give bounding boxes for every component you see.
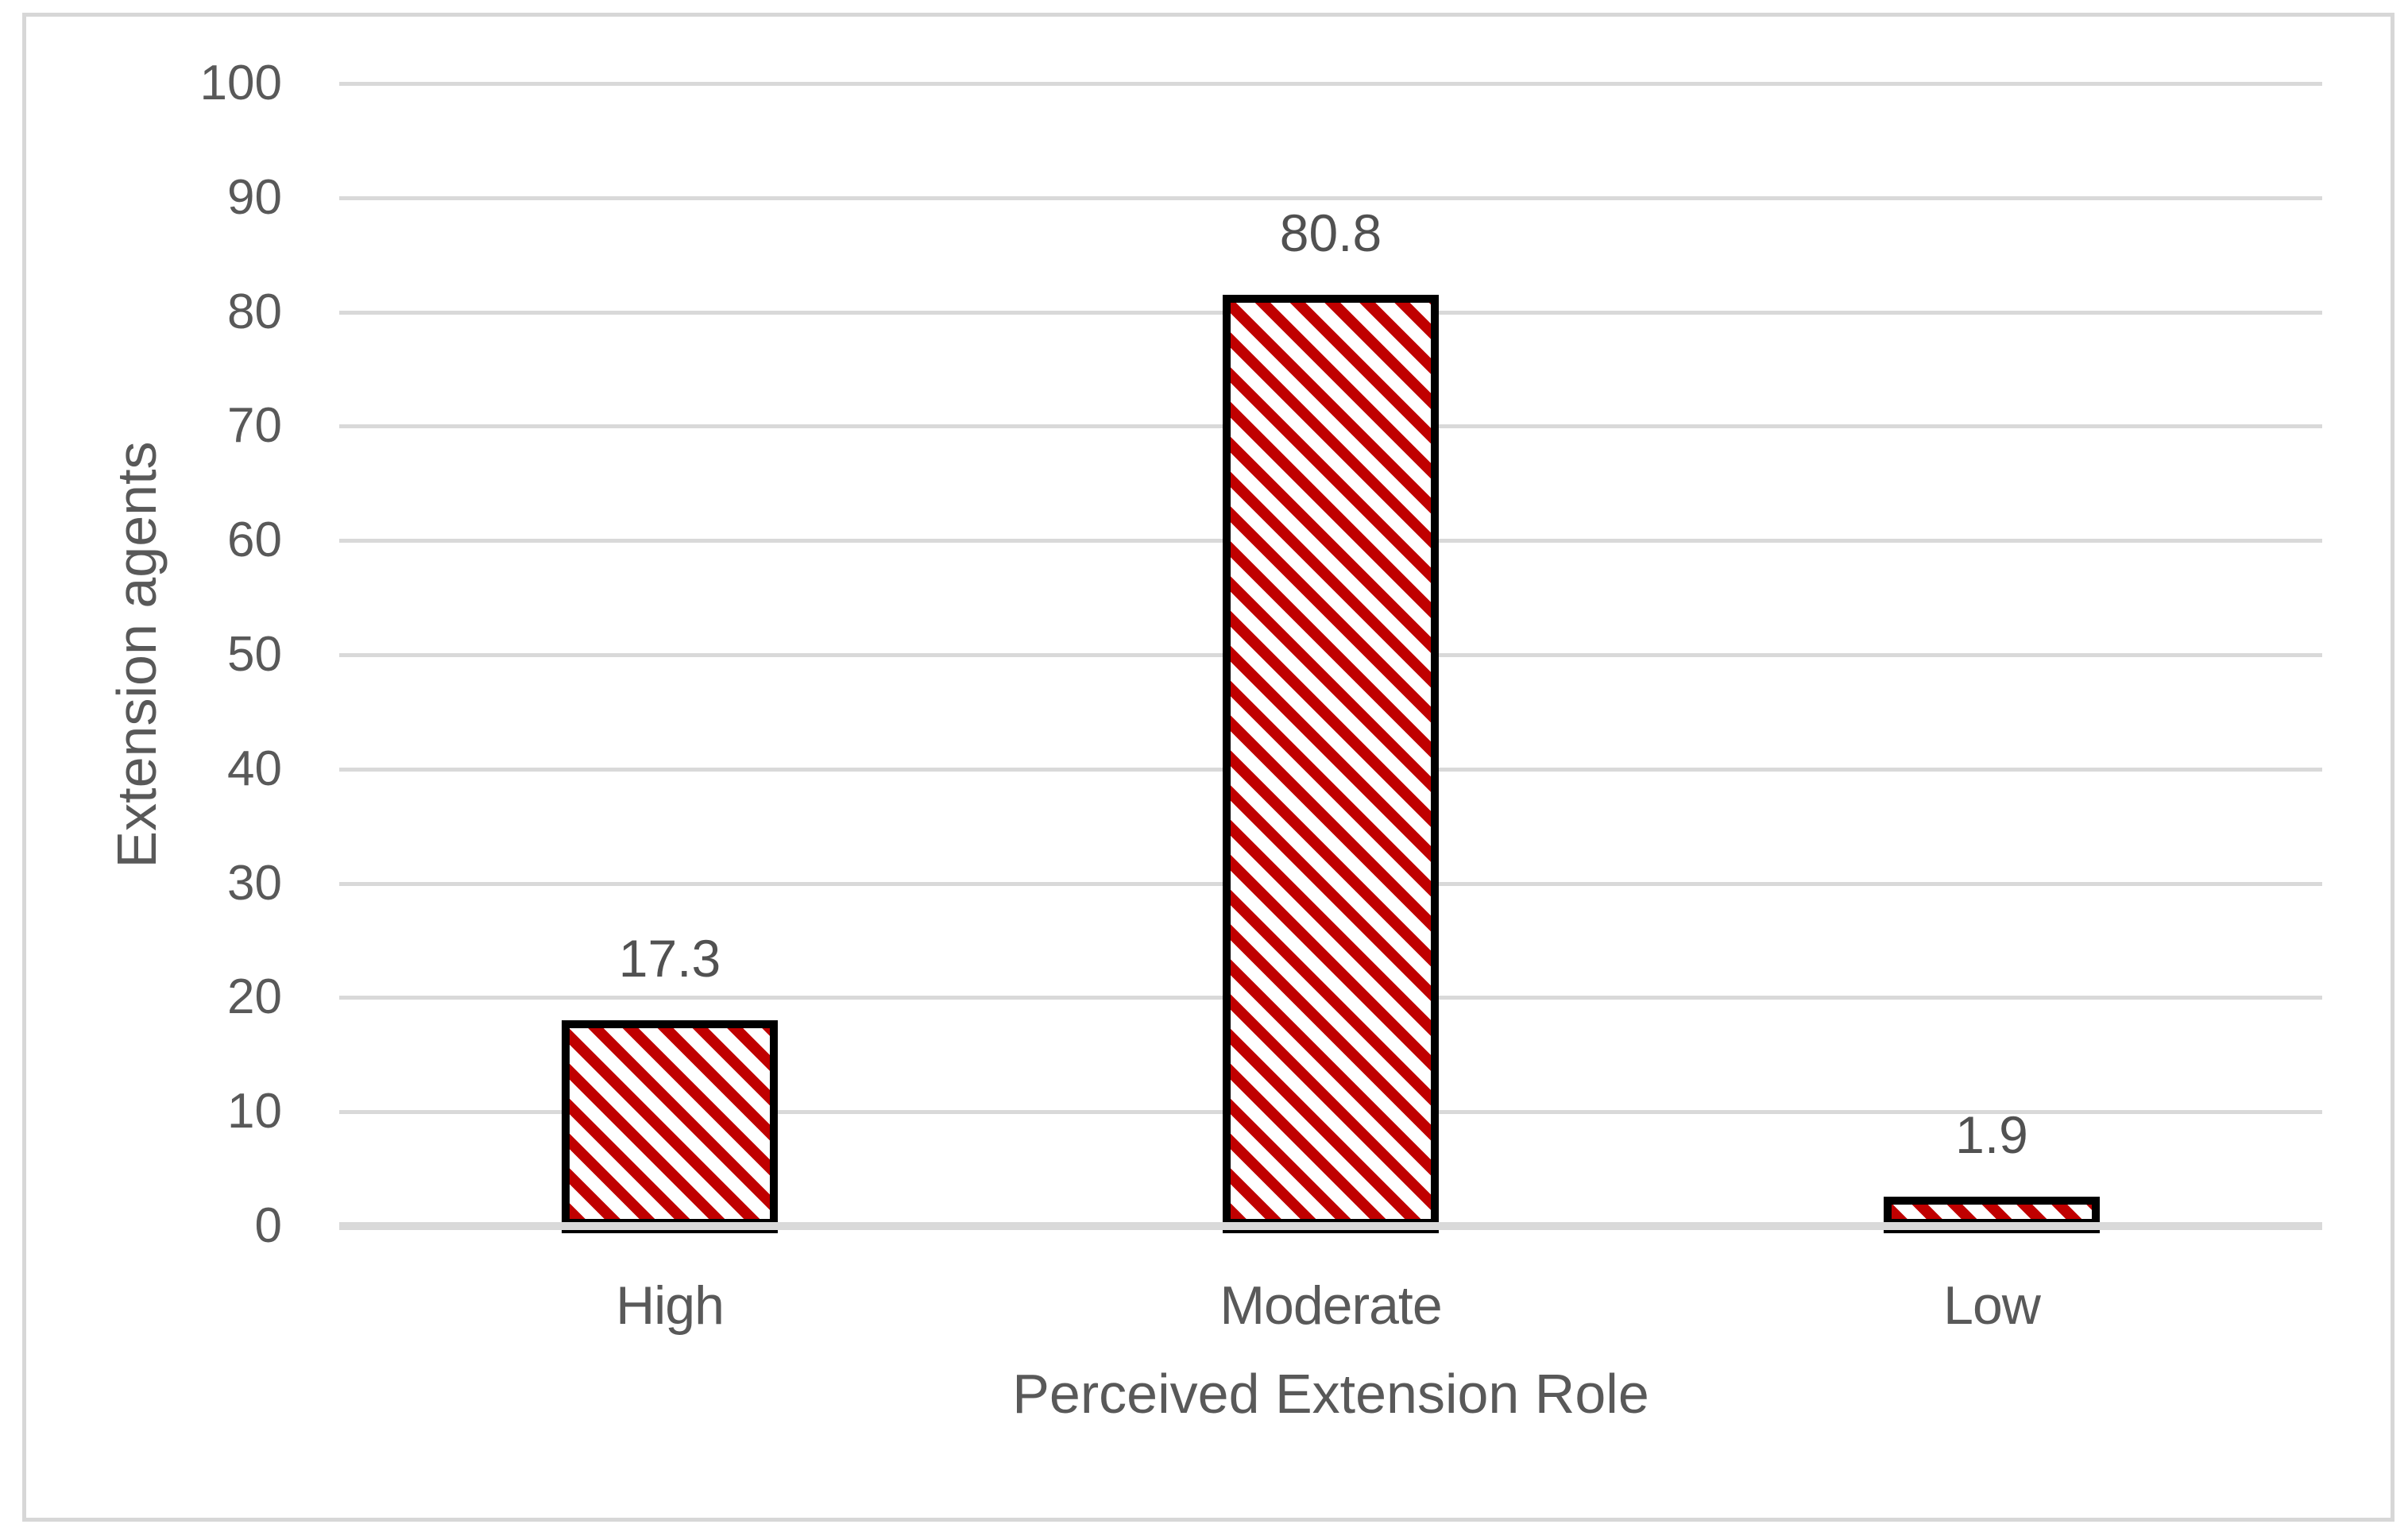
y-gridline-100 [339,82,2322,86]
x-category-label-low: Low [1943,1275,2041,1336]
y-tick-label-80: 80 [227,284,282,339]
y-tick-label-40: 40 [227,741,282,796]
x-axis-title: Perceived Extension Role [1012,1363,1649,1425]
y-tick-label-30: 30 [227,855,282,911]
x-category-label-high: High [616,1275,725,1336]
y-tick-label-0: 0 [254,1198,282,1253]
y-tick-label-50: 50 [227,627,282,682]
data-label-low: 1.9 [1955,1105,2028,1164]
y-tick-label-70: 70 [227,398,282,454]
y-tick-label-90: 90 [227,169,282,225]
x-axis-line [339,1222,2322,1230]
bar-high [562,1020,778,1233]
y-tick-label-100: 100 [199,56,282,110]
data-label-high: 17.3 [618,929,721,988]
y-tick-label-60: 60 [227,513,282,568]
x-category-label-moderate: Moderate [1219,1275,1442,1336]
y-tick-label-10: 10 [227,1084,282,1139]
data-label-moderate: 80.8 [1279,203,1382,263]
y-gridline-90 [339,195,2322,200]
bar-moderate [1223,295,1439,1233]
y-tick-label-20: 20 [227,969,282,1025]
